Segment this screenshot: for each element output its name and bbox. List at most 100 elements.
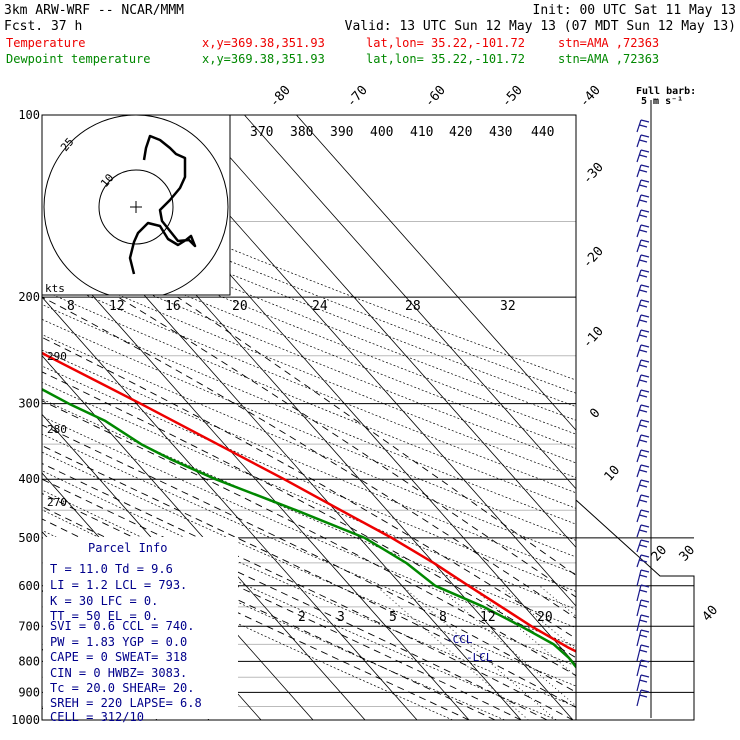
wind-barb-staff (636, 449, 642, 463)
wind-barb-flag (640, 299, 650, 303)
lcl-marker: -LCL (466, 651, 493, 664)
wind-barb-flag (639, 589, 648, 593)
wind-barb-flag (639, 124, 648, 128)
wind-barb-flag (640, 134, 650, 138)
wind-barb (636, 419, 650, 433)
mixing-ratio-line (469, 585, 576, 677)
theta-label: 290 (47, 350, 67, 363)
wind-barb-flag (640, 284, 650, 288)
wind-barb (636, 149, 650, 163)
wind-barb (636, 314, 650, 328)
speed-label: 24 (312, 299, 328, 314)
wind-barb (636, 524, 650, 538)
mixing-ratio-label: 3 (337, 610, 345, 625)
wind-barbs (636, 119, 650, 707)
wind-barb (636, 404, 650, 418)
wind-barb-staff (636, 419, 642, 433)
dewpoint-station: stn=AMA ,72363 (558, 52, 659, 66)
speed-label: 32 (500, 299, 516, 314)
wind-barb-staff (636, 209, 642, 223)
wind-barb-flag (639, 484, 648, 488)
dewpoint-legend-label: Dewpoint temperature (6, 52, 151, 66)
wind-barb-flag (640, 149, 650, 153)
moist-adiabat (42, 371, 576, 659)
wind-barb-flag (639, 439, 648, 443)
wind-barb-flag (640, 209, 650, 213)
wind-barb (636, 134, 650, 148)
hodograph-ring-25 (43, 115, 229, 295)
wind-barb-flag (639, 559, 648, 563)
wind-barb-flag (639, 364, 648, 368)
wind-barb (636, 434, 650, 448)
wind-barb-staff (636, 614, 642, 632)
wind-barb-staff (636, 254, 642, 268)
wind-barb-flag (639, 469, 648, 473)
wind-barb (636, 209, 650, 223)
theta-label: 380 (290, 125, 313, 140)
wind-barb (636, 689, 650, 707)
parcel-info-row: CELL = 312/10 (50, 710, 144, 724)
wind-barb-staff (636, 314, 642, 328)
isotherm (42, 237, 470, 720)
wind-barb-flag (639, 634, 648, 638)
wind-barb-flag (639, 199, 648, 203)
model-title: 3km ARW-WRF -- NCAR/MMM (4, 3, 184, 18)
mixing-ratio-label: 5 (389, 610, 397, 625)
wind-barb (636, 344, 650, 358)
wind-barb-staff (636, 584, 642, 602)
moist-adiabat (177, 296, 576, 576)
dewpoint-trace (42, 387, 576, 669)
hodograph-speed-scale: 8 12 16 20 24 28 32 (67, 299, 516, 314)
wind-barb-flag (640, 449, 650, 453)
pressure-tick-label: 800 (18, 654, 40, 668)
valid-time: Valid: 13 UTC Sun 12 May 13 (07 MDT Sun … (345, 19, 736, 34)
parcel-info-row: Tc = 20.0 SHEAR= 20. (50, 681, 195, 695)
wind-barb (636, 494, 650, 508)
wind-barb-flag (639, 604, 648, 608)
wind-barb-flag (640, 434, 650, 438)
pressure-tick-label: 200 (18, 290, 40, 304)
wind-barb-flag (639, 169, 648, 173)
wind-barb (636, 644, 650, 662)
wind-barb-flag (639, 679, 648, 683)
wind-barb-flag (640, 614, 650, 618)
wind-barb-staff (636, 629, 642, 647)
isotherm-label: -20 (580, 244, 607, 271)
wind-barb-flag (640, 539, 650, 543)
wind-barb-staff (636, 224, 642, 238)
pressure-tick-label: 100 (18, 108, 40, 122)
wind-barb-flag (639, 334, 648, 338)
wind-barb-flag (639, 499, 648, 503)
wind-barb-flag (640, 584, 650, 588)
wind-barb-staff (636, 329, 642, 343)
wind-barb (636, 389, 650, 403)
theta-label: 400 (370, 125, 393, 140)
wind-barb-flag (640, 344, 650, 348)
wind-barb-staff (636, 524, 642, 538)
pressure-tick-label: 400 (18, 472, 40, 486)
wind-barb-flag (639, 244, 648, 248)
skew-frame-edge (575, 480, 695, 721)
lower-right-frame (575, 480, 695, 721)
wind-barb-flag (639, 289, 648, 293)
mixing-ratio-label: 12 (480, 610, 496, 625)
wind-barb-staff (636, 404, 642, 418)
parcel-info-background (43, 537, 238, 719)
wind-barb (636, 239, 650, 253)
wind-barb-flag (640, 629, 650, 633)
wind-barb (636, 479, 650, 493)
wind-barb-flag (639, 619, 648, 623)
wind-barb-flag (640, 119, 650, 123)
wind-barb-flag (639, 229, 648, 233)
wind-barb-flag (640, 164, 650, 168)
wind-barb (636, 449, 650, 463)
wind-barb-staff (636, 644, 642, 662)
speed-label: 12 (109, 299, 125, 314)
isotherm (296, 115, 576, 431)
wind-barb (636, 359, 650, 373)
wind-barb-staff (636, 149, 642, 163)
wind-barb-flag (640, 224, 650, 228)
wind-barb (636, 194, 650, 208)
wind-barb-flag (640, 674, 650, 678)
pressure-tick-label: 1000 (11, 713, 40, 727)
